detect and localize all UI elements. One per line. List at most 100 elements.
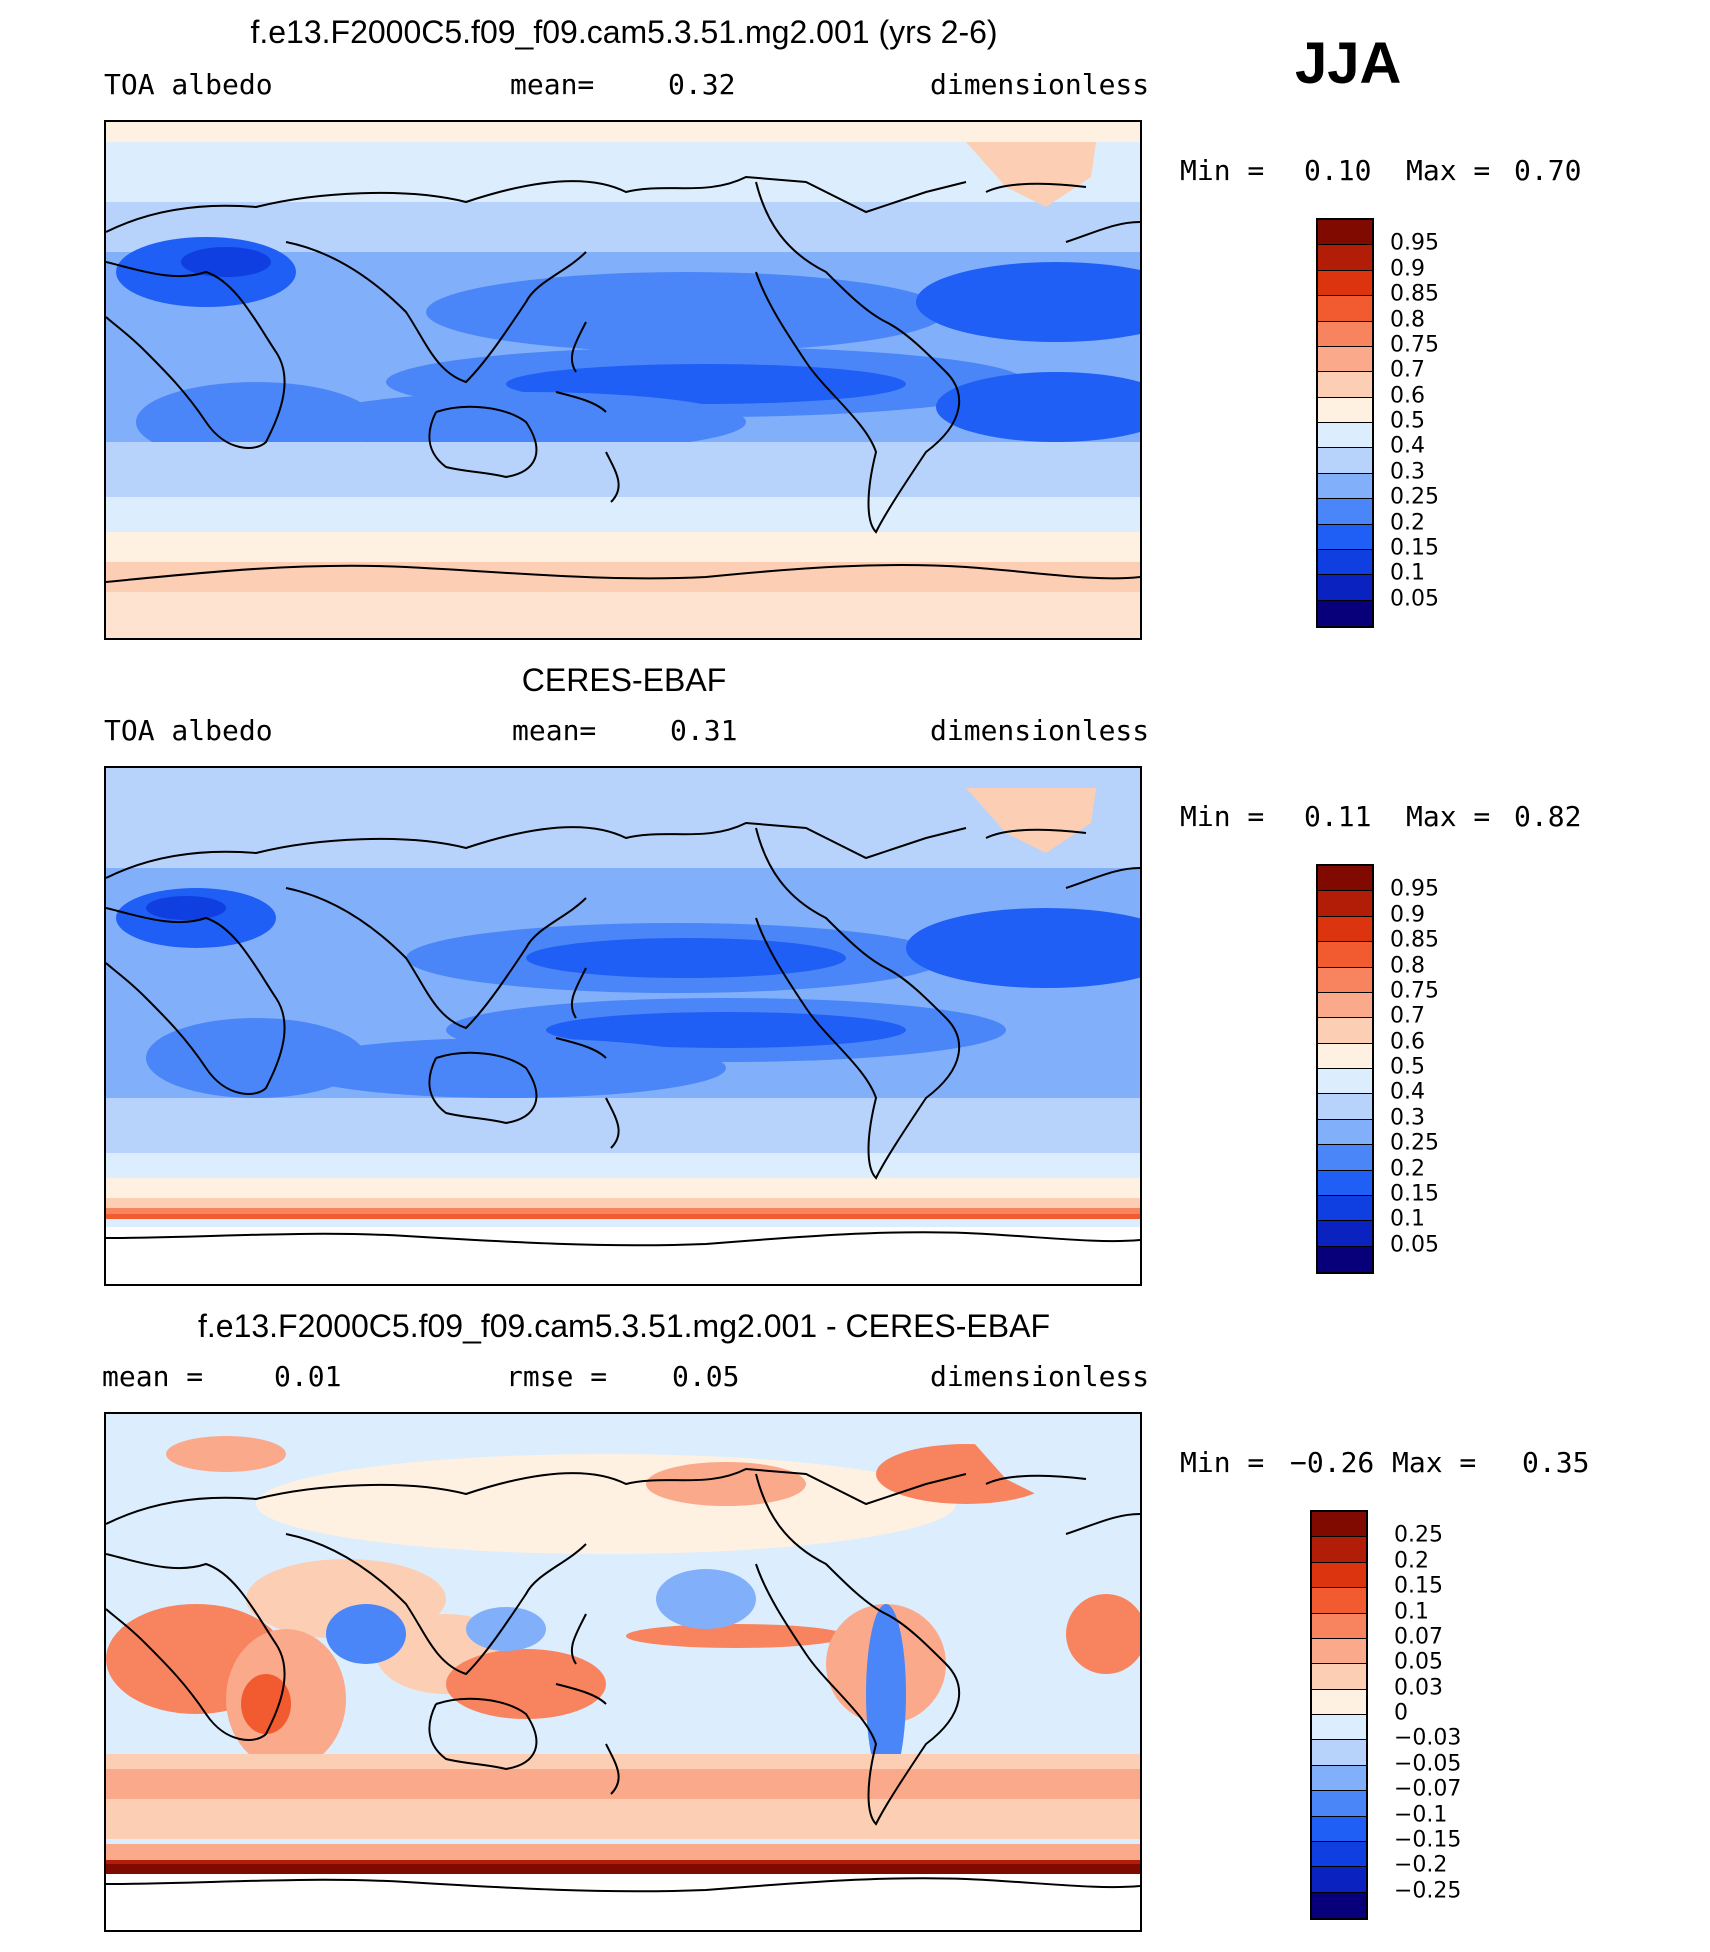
panel-2-map-plot (106, 768, 1140, 1284)
panel-1-max-value: 0.70 (1514, 154, 1582, 187)
colorbar-label: 0.6 (1390, 1029, 1425, 1055)
panel-1-max-label: Max = (1406, 154, 1491, 187)
panel-2-min-label: Min = (1180, 800, 1265, 833)
colorbar-label: −0.05 (1394, 1751, 1462, 1777)
colorbar-swatch (1318, 220, 1372, 246)
colorbar-label: 0.25 (1390, 1130, 1439, 1156)
panel-1-mean-label: mean= (510, 68, 595, 101)
colorbar-label: 0.85 (1390, 281, 1439, 307)
panel-3-min-value: −0.26 (1290, 1446, 1375, 1479)
panel-1-map (104, 120, 1142, 640)
colorbar-swatch (1318, 372, 1372, 398)
colorbar-label: 0.3 (1390, 1105, 1425, 1131)
colorbar-swatch (1312, 1892, 1366, 1918)
colorbar-swatch (1318, 423, 1372, 449)
panel-3-map-plot (106, 1414, 1140, 1930)
colorbar-swatch (1318, 1069, 1372, 1095)
colorbar-swatch (1318, 448, 1372, 474)
panel-3-max-value: 0.35 (1522, 1446, 1590, 1479)
colorbar-swatch (1318, 575, 1372, 601)
colorbar-label: −0.03 (1394, 1725, 1462, 1751)
colorbar-label: 0.4 (1390, 1079, 1425, 1105)
colorbar-swatch (1318, 1170, 1372, 1196)
colorbar-swatch (1318, 967, 1372, 993)
colorbar-swatch (1318, 1119, 1372, 1146)
colorbar-label: 0.15 (1394, 1573, 1443, 1599)
colorbar-label: 0.2 (1394, 1548, 1429, 1574)
colorbar-swatch (1312, 1512, 1366, 1538)
panel-3-units: dimensionless (930, 1360, 1150, 1393)
colorbar-label: 0.7 (1390, 1003, 1425, 1029)
colorbar-label: 0.03 (1394, 1675, 1443, 1701)
panel-1-units: dimensionless (930, 68, 1150, 101)
panel-1-map-plot (106, 122, 1140, 638)
colorbar-swatch (1312, 1715, 1366, 1741)
colorbar-label: 0.5 (1390, 1054, 1425, 1080)
colorbar-label: 0.25 (1394, 1522, 1443, 1548)
colorbar-swatch (1312, 1791, 1366, 1817)
colorbar-label: 0.95 (1390, 876, 1439, 902)
colorbar-swatch (1312, 1638, 1366, 1665)
panel-3-rmse-label: rmse = (506, 1360, 608, 1393)
colorbar-swatch (1318, 891, 1372, 917)
panel-2-units: dimensionless (930, 714, 1150, 747)
colorbar-swatch (1318, 1221, 1372, 1247)
colorbar-swatch (1312, 1765, 1366, 1792)
colorbar-swatch (1318, 296, 1372, 322)
colorbar-label: 0.05 (1390, 586, 1439, 612)
panel-2-variable-label: TOA albedo (104, 714, 273, 747)
colorbar-label: 0.75 (1390, 332, 1439, 358)
colorbar-label: 0.15 (1390, 1181, 1439, 1207)
colorbar-swatch (1318, 1195, 1372, 1222)
colorbar-swatch (1318, 1246, 1372, 1272)
panel-3-map (104, 1412, 1142, 1932)
colorbar-label: 0.8 (1390, 953, 1425, 978)
colorbar-swatch (1318, 992, 1372, 1019)
colorbar-label: 0.1 (1390, 1206, 1425, 1232)
colorbar-swatch (1312, 1664, 1366, 1690)
panel-3-min-label: Min = (1180, 1446, 1265, 1479)
colorbar-swatch (1318, 524, 1372, 550)
panel-1-variable-label: TOA albedo (104, 68, 273, 101)
colorbar-swatch (1318, 1018, 1372, 1044)
colorbar-swatch (1318, 321, 1372, 347)
panel-2-max-label: Max = (1406, 800, 1491, 833)
colorbar-label: 0.15 (1390, 535, 1439, 561)
colorbar-label: 0.9 (1390, 902, 1425, 928)
colorbar-swatch (1318, 346, 1372, 373)
panel-1-title: f.e13.F2000C5.f09_f09.cam5.3.51.mg2.001 … (250, 14, 998, 50)
colorbar-label: −0.2 (1394, 1852, 1448, 1878)
colorbar-label: 0.05 (1390, 1232, 1439, 1258)
panel-3-title: f.e13.F2000C5.f09_f09.cam5.3.51.mg2.001 … (197, 1308, 1051, 1344)
colorbar-swatch (1312, 1689, 1366, 1715)
colorbar-swatch (1318, 1145, 1372, 1171)
panel-1-min-label: Min = (1180, 154, 1265, 187)
colorbar-label: −0.15 (1394, 1827, 1462, 1853)
colorbar-swatch (1312, 1537, 1366, 1563)
colorbar-label: −0.1 (1394, 1802, 1448, 1827)
panel-3-rmse-value: 0.05 (672, 1360, 740, 1393)
season-label: JJA (1295, 31, 1402, 96)
panel-3-colorbar (1310, 1510, 1368, 1920)
colorbar-label: 0.2 (1390, 1156, 1425, 1181)
colorbar-swatch (1312, 1740, 1366, 1766)
panel-2-max-value: 0.82 (1514, 800, 1582, 833)
panel-2-min-value: 0.11 (1304, 800, 1372, 833)
panel-1-colorbar (1316, 218, 1374, 628)
colorbar-label: 0.95 (1390, 230, 1439, 256)
panel-2-colorbar-labels: 0.95 0.9 0.85 0.8 0.75 0.7 0.6 0.5 0.4 0.3 0.25 0.2… (1390, 864, 1490, 1274)
panel-3-max-label: Max = (1392, 1446, 1477, 1479)
colorbar-label: −0.07 (1394, 1776, 1462, 1802)
panel-3-colorbar-labels: 0.25 0.2 0.15 0.1 0.07 0.05 0.03 0 −0.03 −0.05 −0.… (1394, 1510, 1504, 1920)
colorbar-label: 0.9 (1390, 256, 1425, 282)
panel-2-mean-label: mean= (512, 714, 597, 747)
colorbar-swatch (1318, 1094, 1372, 1120)
colorbar-swatch (1318, 916, 1372, 943)
colorbar-label: 0.05 (1394, 1649, 1443, 1675)
colorbar-label: 0.25 (1390, 484, 1439, 510)
colorbar-swatch (1318, 245, 1372, 271)
colorbar-label: 0.1 (1394, 1599, 1429, 1624)
colorbar-label: 0.75 (1390, 978, 1439, 1004)
colorbar-swatch (1312, 1841, 1366, 1868)
colorbar-swatch (1312, 1867, 1366, 1893)
